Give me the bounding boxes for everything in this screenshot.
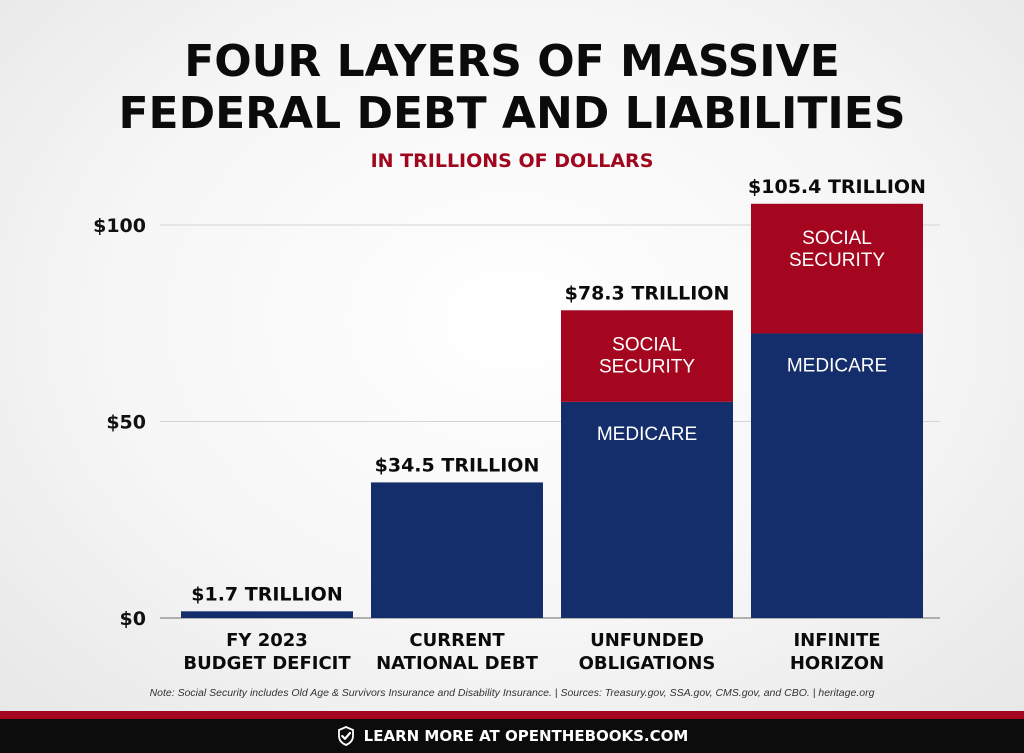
footer-link-text[interactable]: LEARN MORE AT OPENTHEBOOKS.COM bbox=[363, 727, 689, 745]
footnote: Note: Social Security includes Old Age &… bbox=[149, 687, 875, 699]
y-tick-label: $50 bbox=[106, 412, 146, 434]
segment-label: SECURITY bbox=[599, 356, 695, 377]
chart-title-line-2: FEDERAL DEBT AND LIABILITIES bbox=[118, 88, 906, 139]
checkmark-shield-icon bbox=[337, 726, 354, 746]
y-tick-label: $100 bbox=[93, 215, 146, 237]
x-tick-label: CURRENT bbox=[409, 630, 505, 651]
bar-segment bbox=[371, 482, 543, 618]
footer-red-strip bbox=[0, 711, 1024, 719]
x-tick-label: UNFUNDED bbox=[590, 630, 704, 651]
x-tick-label: NATIONAL DEBT bbox=[376, 653, 539, 674]
value-label: $34.5 TRILLION bbox=[375, 454, 540, 476]
value-label: $78.3 TRILLION bbox=[565, 282, 730, 304]
x-tick-label: BUDGET DEFICIT bbox=[183, 653, 351, 674]
segment-label: SOCIAL bbox=[802, 228, 872, 249]
x-tick-label: FY 2023 bbox=[226, 630, 308, 651]
chart-subtitle: IN TRILLIONS OF DOLLARS bbox=[370, 150, 654, 172]
value-label: $1.7 TRILLION bbox=[191, 583, 343, 605]
bar-segment bbox=[561, 310, 733, 402]
x-tick-label: OBLIGATIONS bbox=[579, 653, 716, 674]
segment-label: MEDICARE bbox=[597, 424, 697, 445]
x-tick-label: HORIZON bbox=[790, 653, 884, 674]
segment-label: SECURITY bbox=[789, 250, 885, 271]
segment-label: MEDICARE bbox=[787, 355, 887, 376]
chart-title-line-1: FOUR LAYERS OF MASSIVE bbox=[184, 36, 840, 87]
footer-bar[interactable]: LEARN MORE AT OPENTHEBOOKS.COM bbox=[0, 719, 1024, 753]
bar-segment bbox=[751, 333, 923, 618]
value-label: $105.4 TRILLION bbox=[748, 176, 926, 198]
bar-segment bbox=[561, 401, 733, 618]
bar-segment bbox=[181, 611, 353, 618]
x-tick-label: INFINITE bbox=[793, 630, 880, 651]
y-tick-label: $0 bbox=[120, 608, 146, 630]
segment-label: SOCIAL bbox=[612, 334, 682, 355]
bar-segment bbox=[751, 203, 923, 334]
